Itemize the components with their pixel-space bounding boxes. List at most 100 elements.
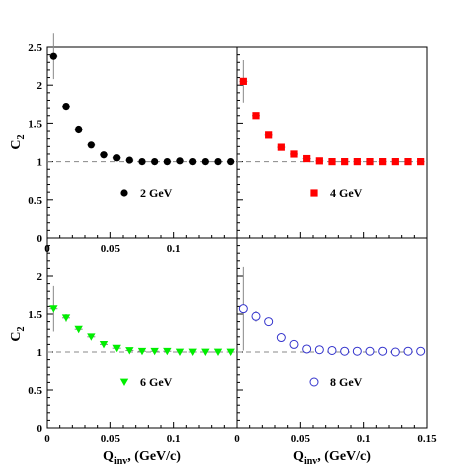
panel-frame [236,237,428,429]
panel-bottom-left: 0 0.05 0.1 0 0.5 1 1.5 2 6 GeV [28,237,238,445]
data-point [238,304,248,314]
data-point [137,347,147,356]
data-point [61,314,71,322]
data-point [87,141,95,149]
data-point [404,158,412,166]
data-point [416,346,426,356]
data-point [403,346,413,356]
data-point [189,158,197,166]
data-point [391,158,399,166]
data-point [150,347,159,356]
data-point [138,158,146,166]
data-point [264,317,274,327]
data-point [277,143,285,151]
x-tick-label: 0.05 [101,243,121,255]
y-tick-label: 1.5 [28,309,42,321]
legend-label: 2 GeV [140,186,173,200]
data-point [87,333,96,341]
x-axis-title-right: Qinv, (GeV/c) [293,449,371,467]
y-tick-label: 1.5 [28,118,42,130]
y-tick-label: 0 [37,423,43,435]
panel-top-right: 4 GeV [236,46,428,239]
data-point [302,344,312,354]
data-point [239,77,247,85]
legend-label: 4 GeV [330,186,363,200]
data-point [315,157,323,165]
data-point [163,347,172,356]
legend-label: 6 GeV [140,375,173,389]
data-point [100,151,108,159]
data-point [125,347,134,355]
data-point [213,348,223,356]
data-point [327,345,337,355]
y-tick-label: 2 [37,80,43,92]
panel-top-left: 0 0.05 0.100.511.522.52 GeV [28,33,238,255]
legend-marker [309,377,319,387]
data-point [290,150,298,158]
data-point [251,311,261,321]
x-tick-label: 0.05 [291,433,311,445]
y-axis-title-bottom: C2 [9,326,27,341]
data-point [379,158,387,166]
data-point [74,325,83,334]
x-axis-title-left: Qinv, (GeV/c) [103,449,181,467]
y-tick-label: 0.5 [28,195,42,207]
data-point [201,348,210,356]
panel-bottom-right: 0 0.05 0.1 0.15 8 GeV [234,237,437,445]
data-point [378,346,388,356]
x-tick-label: 0 [234,433,240,445]
data-point [252,112,260,120]
data-point [365,346,375,356]
legend-marker [119,378,129,386]
data-point [276,333,286,343]
y-axis-title-top: C2 [9,134,27,149]
x-tick-label: 0.05 [101,433,121,445]
data-point [99,341,109,349]
data-point [417,158,425,166]
data-point [201,158,209,166]
legend-label: 8 GeV [330,375,363,389]
data-point [352,346,362,356]
data-point [62,102,70,111]
x-tick-label: 0.1 [357,433,371,445]
data-point [176,157,184,165]
legend-marker [310,189,318,197]
data-point [390,347,400,357]
data-point [125,156,133,164]
data-point [75,125,83,134]
y-tick-label: 2.5 [28,42,42,54]
data-point [289,339,299,349]
y-tick-label: 0 [37,233,43,245]
data-point [226,348,235,356]
panel-frame [236,46,428,239]
y-tick-label: 1 [37,347,43,359]
x-tick-label: 0.15 [417,433,437,445]
data-point [227,158,235,166]
x-tick-label: 0 [44,433,50,445]
data-point [340,346,350,356]
data-point [353,158,361,166]
y-tick-label: 2 [37,271,43,283]
y-tick-label: 0.5 [28,385,42,397]
data-point [163,158,171,166]
data-point [265,131,273,139]
panel-frame [46,46,238,239]
data-point [341,158,349,166]
legend-marker [120,189,128,197]
data-point [214,158,222,166]
data-point [314,345,324,355]
data-point [188,348,197,356]
data-point [113,154,121,162]
data-point [49,52,57,60]
x-tick-label: 0.1 [167,243,181,255]
x-tick-label: 0.1 [167,433,181,445]
data-point [366,158,374,166]
data-point [303,154,311,163]
panel-frame [46,237,238,429]
data-point [328,158,336,166]
data-point [49,305,58,313]
data-point [175,348,185,356]
y-tick-label: 1 [37,157,43,169]
